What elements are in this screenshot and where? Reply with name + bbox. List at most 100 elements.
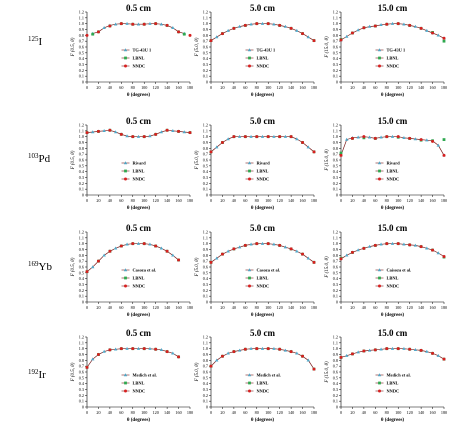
data-point bbox=[442, 36, 446, 40]
data-point bbox=[283, 245, 288, 249]
y-tick-label: 0.3 bbox=[79, 282, 84, 287]
data-point bbox=[165, 23, 169, 27]
isotope-element-symbol: Pd bbox=[39, 153, 51, 165]
legend-marker bbox=[123, 161, 128, 165]
y-tick-label: 1.0 bbox=[203, 21, 208, 26]
data-point bbox=[350, 352, 354, 356]
series-line bbox=[86, 348, 179, 368]
y-tick-label: 0.4 bbox=[79, 381, 85, 386]
y-tick-label: 0.6 bbox=[203, 265, 208, 270]
x-tick-label: 20 bbox=[220, 85, 224, 90]
x-tick-label: 180 bbox=[441, 410, 447, 415]
legend-entry: LBNL bbox=[387, 56, 399, 61]
data-point bbox=[425, 349, 429, 353]
x-tick-label: 180 bbox=[311, 410, 317, 415]
legend-marker bbox=[124, 64, 127, 68]
x-tick-label: 0 bbox=[340, 305, 342, 310]
data-point bbox=[390, 134, 395, 138]
x-tick-label: 60 bbox=[373, 410, 377, 415]
data-point bbox=[379, 242, 383, 246]
data-point bbox=[362, 246, 366, 250]
y-tick-label: 1.0 bbox=[333, 241, 338, 246]
legend-entry: LBNL bbox=[133, 276, 145, 281]
data-point bbox=[142, 347, 146, 351]
data-point bbox=[345, 137, 349, 141]
x-tick-label: 60 bbox=[243, 198, 247, 203]
data-point bbox=[85, 33, 89, 37]
isotope-mass-number: 125 bbox=[28, 35, 39, 43]
y-tick-label: 0 bbox=[206, 300, 208, 305]
data-point bbox=[339, 151, 343, 155]
y-tick-label: 0.6 bbox=[333, 45, 338, 50]
x-axis-label: θ (degrees) bbox=[381, 206, 405, 211]
y-tick-label: 0.2 bbox=[79, 288, 84, 293]
data-point bbox=[177, 30, 181, 34]
data-point bbox=[249, 134, 253, 138]
legend-marker bbox=[247, 48, 252, 52]
data-point bbox=[266, 347, 270, 351]
y-tick-label: 1.0 bbox=[333, 21, 338, 26]
x-tick-label: 140 bbox=[288, 85, 294, 90]
y-tick-label: 1.2 bbox=[79, 123, 84, 128]
y-tick-label: 0.4 bbox=[333, 56, 339, 61]
y-tick-label: 0.4 bbox=[203, 169, 209, 174]
y-tick-label: 0 bbox=[336, 193, 338, 198]
y-tick-label: 0.6 bbox=[203, 158, 208, 163]
x-tick-label: 80 bbox=[255, 85, 259, 90]
legend-entry: LBNL bbox=[257, 169, 269, 174]
x-axis-label: θ (degrees) bbox=[381, 93, 405, 98]
legend-marker bbox=[123, 373, 128, 377]
y-tick-label: 0.8 bbox=[79, 253, 84, 258]
data-point bbox=[436, 33, 440, 37]
data-point bbox=[96, 30, 100, 34]
y-tick-label: 1.1 bbox=[333, 128, 338, 133]
subplot: 00.10.20.30.40.50.60.70.80.91.01.11.20 20… bbox=[71, 3, 193, 98]
subplot: 00.10.20.30.40.50.60.70.80.91.01.11.20 20… bbox=[195, 223, 317, 318]
legend-entry: Medich et al. bbox=[257, 373, 281, 378]
x-axis-label: θ (degrees) bbox=[251, 93, 275, 98]
data-point bbox=[237, 348, 242, 352]
data-point bbox=[232, 135, 236, 139]
y-tick-label: 0 bbox=[82, 300, 84, 305]
data-point bbox=[220, 32, 224, 36]
x-tick-label: 120 bbox=[153, 85, 159, 90]
y-tick-label: 0.6 bbox=[203, 370, 208, 375]
data-point bbox=[237, 245, 242, 249]
subplot: 00.10.20.30.40.50.60.70.80.91.01.11.20 20… bbox=[71, 116, 193, 211]
data-point bbox=[188, 33, 192, 37]
y-tick-label: 1.1 bbox=[79, 340, 84, 345]
x-axis-label: θ (degrees) bbox=[127, 313, 151, 318]
subplot: 00.10.20.30.40.50.60.70.80.91.01.11.20 20… bbox=[325, 328, 447, 423]
data-point bbox=[113, 347, 118, 351]
x-tick-label: 60 bbox=[373, 198, 377, 203]
isotope-mass-number: 169 bbox=[28, 260, 39, 268]
x-axis-label: θ (degrees) bbox=[251, 418, 275, 423]
legend-entry: Rivard bbox=[387, 161, 401, 166]
data-point bbox=[131, 135, 135, 139]
data-point bbox=[260, 21, 265, 25]
y-tick-label: 0.9 bbox=[333, 352, 338, 357]
data-point bbox=[125, 346, 129, 350]
y-tick-label: 0.6 bbox=[79, 370, 84, 375]
legend-entry: LBNL bbox=[257, 381, 269, 386]
data-point bbox=[442, 357, 446, 361]
y-tick-label: 1.0 bbox=[203, 241, 208, 246]
data-point bbox=[113, 246, 118, 250]
data-point bbox=[255, 242, 259, 246]
legend-entry: NNDC bbox=[387, 389, 400, 394]
data-point bbox=[413, 24, 418, 28]
y-tick-label: 0.4 bbox=[333, 381, 339, 386]
subplot-title: 5.0 cm bbox=[250, 328, 275, 338]
data-point bbox=[215, 35, 219, 39]
data-point bbox=[243, 23, 247, 27]
isotope-element-symbol: Yb bbox=[39, 261, 53, 273]
y-tick-label: 1.0 bbox=[79, 346, 84, 351]
x-tick-label: 40 bbox=[108, 305, 112, 310]
x-tick-label: 180 bbox=[311, 85, 317, 90]
x-tick-label: 100 bbox=[141, 305, 147, 310]
y-tick-label: 1.1 bbox=[79, 128, 84, 133]
data-point bbox=[431, 248, 435, 252]
legend-entry: Rivard bbox=[257, 161, 271, 166]
x-tick-label: 0 bbox=[86, 410, 88, 415]
legend-entry: LBNL bbox=[387, 169, 399, 174]
